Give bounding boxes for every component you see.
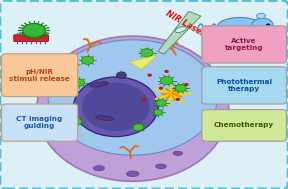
Ellipse shape <box>126 171 139 177</box>
Circle shape <box>73 79 85 86</box>
Ellipse shape <box>37 36 229 181</box>
Circle shape <box>266 23 270 26</box>
Circle shape <box>82 56 94 64</box>
Ellipse shape <box>23 23 45 37</box>
Text: NIR Laser: NIR Laser <box>164 9 206 39</box>
Ellipse shape <box>95 116 113 120</box>
Text: CT imaging
guiding: CT imaging guiding <box>16 116 63 129</box>
Ellipse shape <box>173 151 183 155</box>
Ellipse shape <box>93 166 105 171</box>
Text: Photothermal
therapy: Photothermal therapy <box>216 79 272 92</box>
Ellipse shape <box>175 26 186 33</box>
Circle shape <box>142 98 146 101</box>
Ellipse shape <box>251 34 257 40</box>
FancyBboxPatch shape <box>14 35 48 41</box>
Ellipse shape <box>240 34 245 41</box>
Ellipse shape <box>89 82 109 87</box>
Circle shape <box>156 100 166 106</box>
Circle shape <box>184 83 188 86</box>
Circle shape <box>159 87 163 89</box>
FancyBboxPatch shape <box>202 67 287 104</box>
Ellipse shape <box>48 40 217 155</box>
Ellipse shape <box>217 17 262 36</box>
Circle shape <box>148 74 151 77</box>
FancyBboxPatch shape <box>1 54 78 97</box>
Ellipse shape <box>156 164 166 169</box>
Circle shape <box>141 49 153 57</box>
Circle shape <box>71 118 82 125</box>
Text: pH/NIR
stimuli release: pH/NIR stimuli release <box>9 69 70 82</box>
Circle shape <box>160 77 173 85</box>
Circle shape <box>116 72 126 78</box>
Polygon shape <box>158 11 201 54</box>
Circle shape <box>165 70 168 73</box>
Circle shape <box>176 98 180 101</box>
Ellipse shape <box>252 18 273 32</box>
Ellipse shape <box>263 33 268 39</box>
Circle shape <box>154 109 163 115</box>
Circle shape <box>133 124 144 131</box>
Polygon shape <box>130 55 158 70</box>
Circle shape <box>175 84 186 92</box>
Ellipse shape <box>82 83 150 131</box>
Text: Chemotherapy: Chemotherapy <box>214 122 274 128</box>
FancyBboxPatch shape <box>1 104 78 141</box>
Ellipse shape <box>73 77 158 137</box>
Circle shape <box>275 27 278 29</box>
FancyBboxPatch shape <box>202 110 287 141</box>
FancyBboxPatch shape <box>202 26 287 63</box>
Ellipse shape <box>226 34 232 40</box>
Ellipse shape <box>257 13 266 19</box>
Text: Active
targeting: Active targeting <box>225 38 264 51</box>
